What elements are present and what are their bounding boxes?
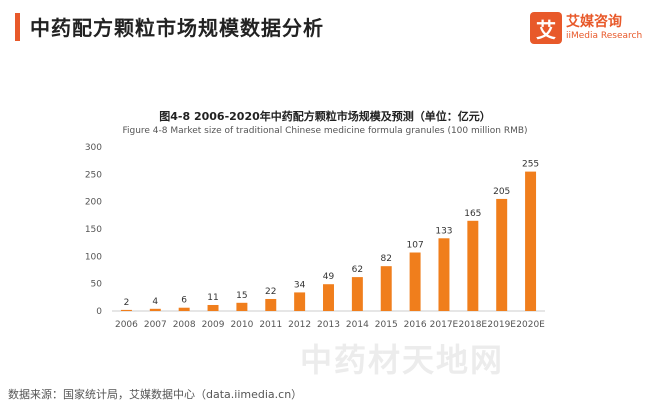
- bar: [409, 252, 421, 311]
- bar: [120, 309, 132, 311]
- logo-cn-text: 艾媒咨询: [566, 14, 622, 30]
- x-tick-label: 2007: [144, 320, 167, 330]
- data-label: 62: [352, 265, 363, 275]
- bar: [236, 302, 248, 311]
- bar: [438, 238, 450, 311]
- bar: [323, 284, 334, 311]
- bar: [149, 308, 161, 311]
- data-label: 15: [236, 291, 247, 301]
- data-label: 2: [124, 298, 130, 308]
- data-source-note: 数据来源：国家统计局，艾媒数据中心（data.iimedia.cn）: [8, 388, 303, 401]
- bar: [351, 277, 363, 311]
- x-tick-label: 2006: [115, 320, 138, 330]
- data-label: 4: [152, 297, 158, 307]
- chart-subtitle: Figure 4-8 Market size of traditional Ch…: [122, 126, 528, 136]
- data-label: 165: [464, 209, 481, 219]
- data-label: 205: [493, 187, 510, 197]
- y-tick-label: 0: [96, 307, 102, 317]
- logo-text: 艾媒咨询 iiMedia Research: [566, 14, 642, 42]
- title-accent-bar: [15, 13, 20, 41]
- logo-mark: 艾: [530, 12, 562, 44]
- watermark: 中药材天地网: [300, 341, 505, 379]
- data-label: 133: [435, 226, 452, 236]
- x-tick-label: 2008: [173, 320, 196, 330]
- bar: [207, 304, 219, 311]
- y-tick-label: 150: [85, 225, 102, 235]
- bar: [496, 198, 508, 311]
- data-label: 34: [294, 280, 306, 290]
- x-tick-label: 2009: [202, 320, 225, 330]
- x-tick-label: 2012: [288, 320, 311, 330]
- iimedia-logo: 艾 艾媒咨询 iiMedia Research: [530, 12, 642, 44]
- data-label: 107: [407, 241, 424, 251]
- y-tick-label: 200: [85, 198, 102, 208]
- x-tick-label: 2020E: [516, 320, 545, 330]
- bar: [178, 307, 190, 311]
- y-tick-label: 300: [85, 143, 102, 153]
- y-tick-label: 100: [85, 252, 102, 262]
- data-label: 22: [265, 287, 276, 297]
- data-label: 82: [381, 254, 392, 264]
- bar: [467, 220, 479, 311]
- x-tick-label: 2019E: [487, 320, 516, 330]
- bar: [525, 171, 537, 311]
- logo-en-text: iiMedia Research: [566, 31, 643, 41]
- bar: [265, 298, 277, 311]
- y-tick-label: 250: [85, 170, 102, 180]
- x-tick-label: 2013: [317, 320, 340, 330]
- x-tick-label: 2010: [230, 320, 253, 330]
- x-tick-label: 2014: [346, 320, 369, 330]
- data-label: 6: [181, 296, 187, 306]
- data-label: 255: [522, 160, 539, 170]
- data-label: 49: [323, 272, 335, 282]
- data-label: 11: [207, 293, 218, 303]
- bar: [380, 266, 392, 311]
- x-tick-label: 2011: [259, 320, 282, 330]
- x-tick-label: 2017E: [430, 320, 459, 330]
- chart-title: 图4-8 2006-2020年中药配方颗粒市场规模及预测（单位：亿元）: [159, 110, 491, 123]
- x-tick-label: 2018E: [459, 320, 488, 330]
- page-title: 中药配方颗粒市场规模数据分析: [30, 16, 324, 40]
- bar: [294, 292, 306, 311]
- x-tick-label: 2015: [375, 320, 398, 330]
- x-tick-label: 2016: [404, 320, 427, 330]
- y-tick-label: 50: [91, 280, 103, 290]
